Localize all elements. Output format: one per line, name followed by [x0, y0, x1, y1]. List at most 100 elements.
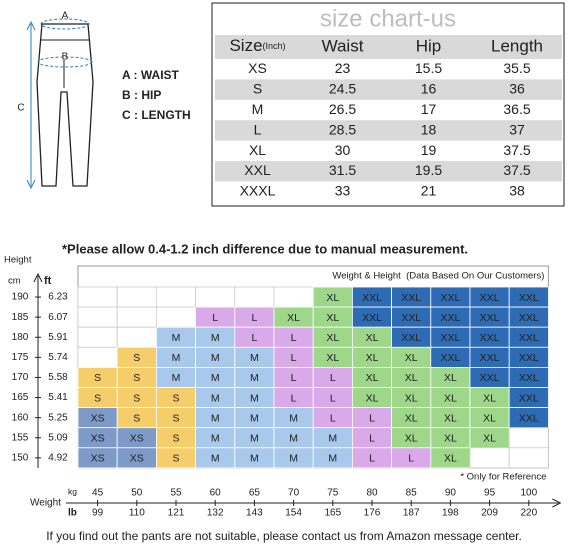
table-cell: 37.5 [503, 142, 530, 158]
size-unit: (Inch) [263, 41, 286, 51]
size-cell-label: XL [483, 433, 496, 445]
size-cell-label: XS [91, 412, 105, 424]
height-label: Height [4, 255, 32, 266]
size-cell-label: S [172, 453, 179, 465]
lb-tick-label: 198 [442, 508, 459, 519]
size-cell-label: M [250, 412, 259, 424]
height-arrow [33, 272, 43, 283]
lb-tick-label: 154 [285, 508, 302, 519]
size-cell-label: L [291, 332, 297, 344]
size-cell-label: M [328, 433, 337, 445]
table-cell: 31.5 [329, 162, 356, 178]
footer: If you find out the pants are not suitab… [46, 529, 522, 543]
size-cell-label: L [408, 453, 414, 465]
table-cell: 30 [335, 142, 351, 158]
table-header: Waist [322, 36, 364, 55]
cm-tick-label: 175 [12, 352, 29, 363]
size-cell [234, 286, 275, 308]
table-cell: S [253, 81, 262, 97]
kg-tick-label: 90 [445, 488, 457, 499]
lb-tick-label: 187 [403, 508, 420, 519]
size-cell-label: XL [326, 312, 339, 324]
size-cell-label: XL [405, 392, 418, 404]
size-cell-label: XS [91, 453, 105, 465]
table-cell: 37.5 [503, 162, 530, 178]
size-cell [77, 326, 118, 348]
kg-tick-label: 100 [520, 488, 537, 499]
table-cell: 17 [421, 101, 437, 117]
lb-tick-label: 132 [207, 508, 224, 519]
size-cell-label: M [211, 352, 220, 364]
size-cell-label: XXL [519, 412, 539, 424]
size-cell-label: M [172, 332, 181, 344]
size-cell-label: L [291, 352, 297, 364]
size-cell-label: XXL [362, 292, 382, 304]
table-header: Hip [416, 36, 442, 55]
table-row-bg [215, 79, 562, 100]
size-cell-label: S [94, 392, 101, 404]
size-cell [116, 306, 157, 328]
table-cell: 16 [421, 81, 437, 97]
size-cell-label: M [211, 433, 220, 445]
size-cell-label: XXL [519, 312, 539, 324]
size-cell-label: XXL [440, 312, 460, 324]
table-cell: 37 [509, 121, 525, 137]
size-cell [469, 447, 510, 469]
size-cell-label: S [94, 372, 101, 384]
kg-tick-label: 45 [92, 488, 104, 499]
leggings-diagram: A B C [17, 11, 94, 190]
table-cell: 35.5 [503, 60, 530, 76]
lb-tick-label: 176 [364, 508, 381, 519]
size-cell-label: XL [366, 372, 379, 384]
kg-label: kg [68, 486, 77, 496]
table-row-bg [215, 161, 562, 182]
lb-tick-label: 209 [481, 508, 498, 519]
kg-tick-label: 95 [484, 488, 496, 499]
size-cell-label: XXL [519, 372, 539, 384]
size-cell-label: L [330, 392, 336, 404]
table-cell: 28.5 [329, 121, 356, 137]
ft-tick-label: 6.23 [48, 292, 68, 303]
size-cell-label: XXL [480, 372, 500, 384]
size-cell-label: M [250, 352, 259, 364]
lb-tick-label: 143 [246, 508, 263, 519]
size-cell-label: XL [287, 312, 300, 324]
size-cell-label: L [330, 412, 336, 424]
table-cell: 26.5 [329, 101, 356, 117]
legend-b: B : HIP [122, 88, 161, 102]
ft-tick-label: 5.58 [48, 372, 68, 383]
size-cell-label: XXL [480, 292, 500, 304]
size-cell-label: XL [405, 352, 418, 364]
size-cell-label: XL [405, 433, 418, 445]
size-cell-label: XL [444, 453, 457, 465]
size-cell [77, 306, 118, 328]
size-cell-label: M [328, 453, 337, 465]
size-cell-label: XL [405, 372, 418, 384]
kg-tick-label: 65 [249, 488, 261, 499]
size-cell-label: XXL [440, 332, 460, 344]
table-cell: 15.5 [415, 60, 442, 76]
size-cell-label: XL [326, 352, 339, 364]
size-cell-label: L [369, 412, 375, 424]
cm-tick-label: 180 [12, 332, 29, 343]
table-cell: M [252, 101, 264, 117]
size-cell-label: XL [366, 352, 379, 364]
size-cell [508, 427, 549, 449]
size-cell [77, 346, 118, 368]
table-cell: L [254, 121, 262, 137]
lb-tick-label: 165 [324, 508, 341, 519]
table-cell: XXXL [240, 183, 276, 199]
size-cell-label: XL [366, 392, 379, 404]
size-cell-label: L [291, 372, 297, 384]
kg-tick-label: 85 [406, 488, 418, 499]
cm-tick-label: 155 [12, 432, 29, 443]
size-cell-label: S [133, 392, 140, 404]
size-cell-label: S [133, 412, 140, 424]
size-cell-label: XL [326, 332, 339, 344]
size-cell-label: M [289, 433, 298, 445]
lb-tick-label: 110 [129, 508, 145, 519]
table-header-size: Size(Inch) [229, 36, 285, 55]
table-cell: 19.5 [415, 162, 442, 178]
size-cell-label: M [289, 453, 298, 465]
